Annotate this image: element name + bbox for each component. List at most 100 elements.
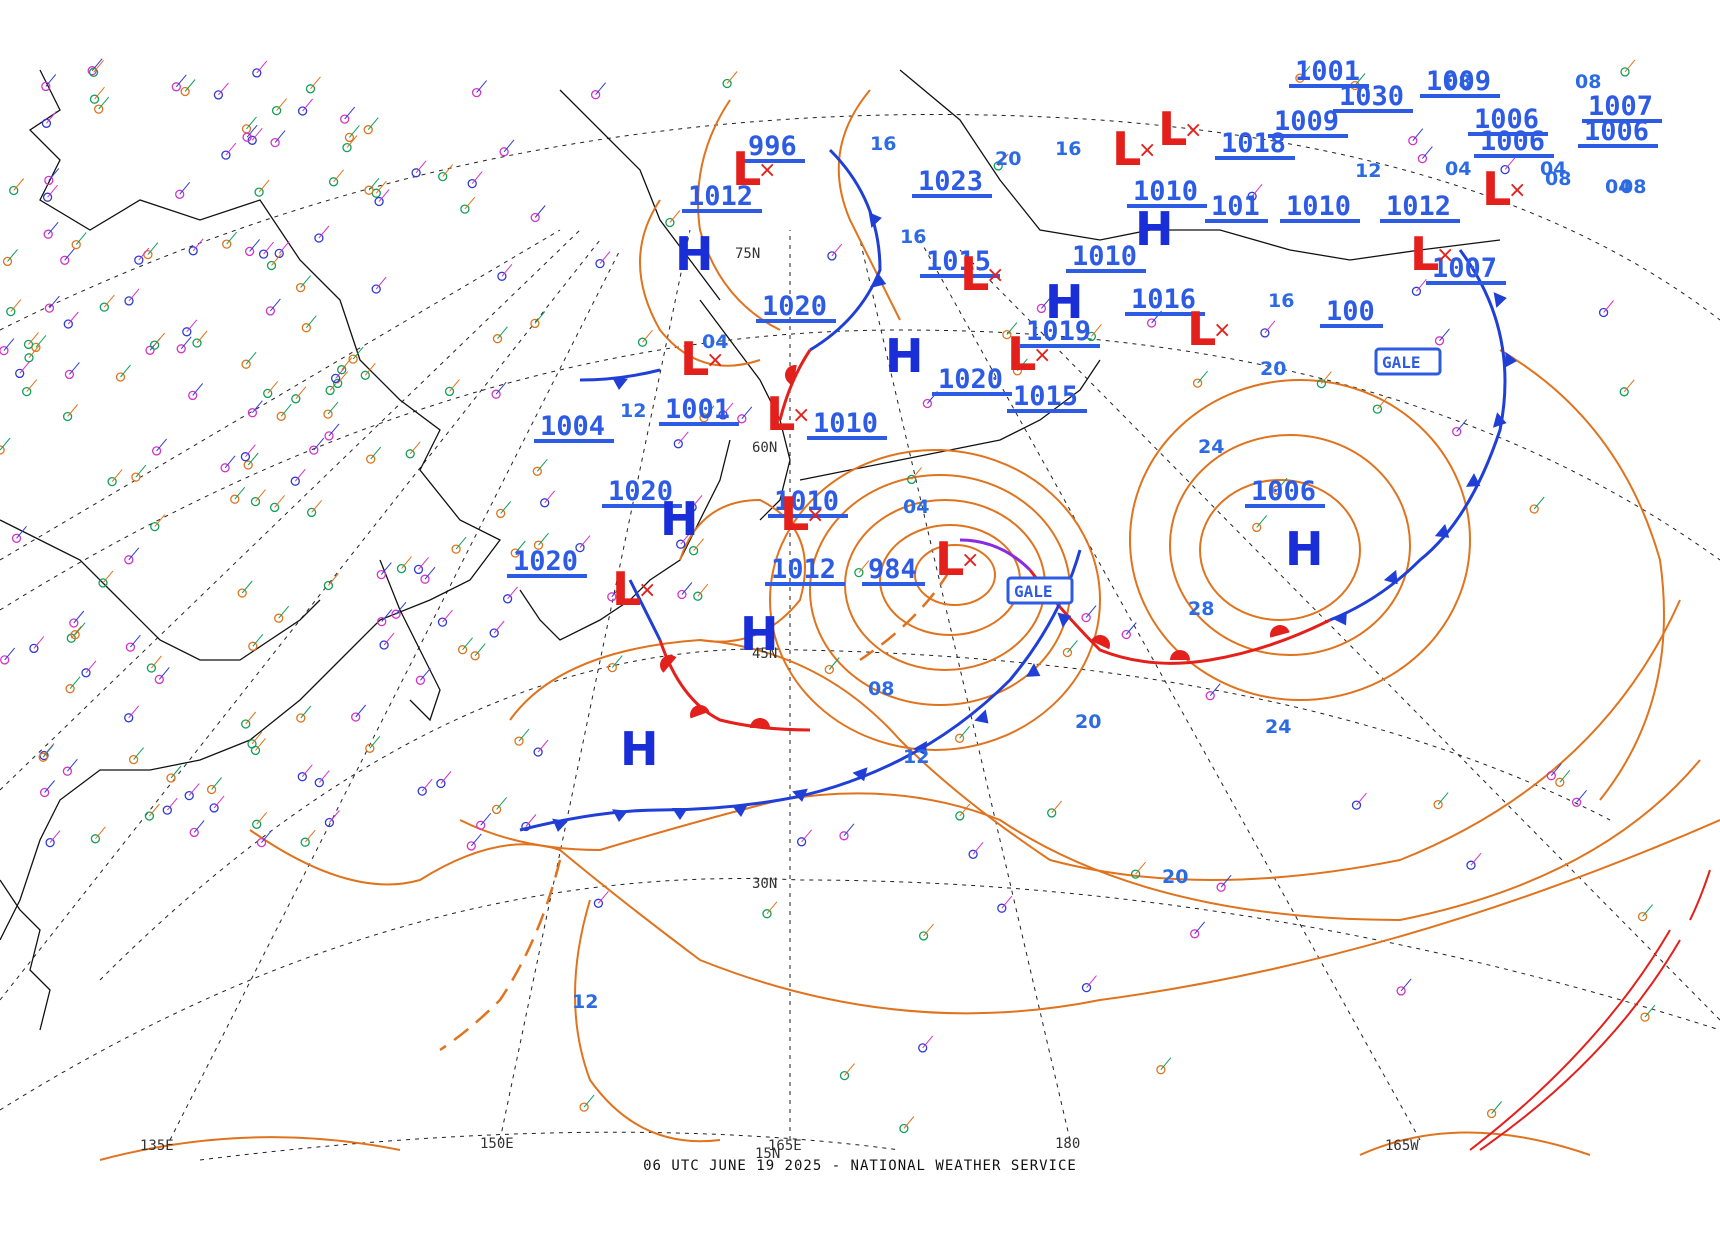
gale-warnings: GALE GALE: [1006, 347, 1442, 605]
wind-barb-icon: [46, 110, 57, 124]
station-marker-icon: [540, 498, 550, 508]
wind-barb-icon: [681, 582, 693, 595]
chart-caption: 06 UTC JUNE 19 2025 - NATIONAL WEATHER S…: [643, 1158, 1077, 1174]
low-center-marker-icon: ×: [986, 263, 1004, 288]
wind-barb-icon: [67, 311, 79, 325]
low-center-marker-icon: ×: [638, 578, 656, 603]
high-pressure-center: H: [675, 227, 714, 281]
station-marker-icon: [677, 589, 687, 600]
latitude-line-15n: [199, 1131, 901, 1161]
station-marker-icon: [144, 811, 155, 821]
station-marker-icon: [762, 909, 772, 919]
isobar-large-ring-4: [574, 899, 721, 1143]
wind-barb-icon: [1377, 396, 1388, 410]
wind-barb-icon: [726, 71, 738, 84]
wind-barb-icon: [911, 467, 922, 480]
pressure-value-text: 1010: [1286, 191, 1351, 222]
station-marker-icon: [125, 642, 136, 652]
station-marker-icon: [391, 609, 401, 619]
wind-barb-icon: [304, 829, 316, 843]
cold-front-triangle-icon: [792, 788, 808, 802]
wind-barb-icon: [42, 744, 54, 758]
isobar-label: 12: [572, 991, 598, 1013]
isobar-label: 20: [1162, 866, 1188, 888]
wind-barb-icon: [224, 455, 236, 469]
isobar-label: 04: [1605, 176, 1631, 198]
pressure-value-label: 1009: [1268, 106, 1348, 138]
cold-front-triangle-icon: [1434, 523, 1450, 538]
low-pressure-center: L: [680, 332, 709, 386]
cold-front-japan: [628, 579, 662, 641]
station-marker-icon: [240, 452, 251, 462]
station-marker-icon: [839, 831, 849, 841]
pressure-value-label: 1006: [1468, 104, 1548, 136]
grid-labels: 75N 60N 45N 30N 15N 135E 150E 165E 180 1…: [140, 246, 1419, 1162]
station-marker-icon: [417, 786, 427, 796]
low-center-marker-icon: ×: [1033, 343, 1051, 368]
station-marker-icon: [290, 476, 300, 486]
wind-barb-icon: [1456, 419, 1468, 432]
wind-barb-icon: [534, 311, 546, 324]
station-marker-icon: [1408, 136, 1418, 146]
wind-barb-icon: [192, 238, 204, 252]
pressure-value-label: 1023: [912, 166, 992, 198]
wind-barb-icon: [455, 536, 467, 550]
station-marker-icon: [502, 594, 513, 604]
station-marker-icon: [297, 772, 307, 782]
station-marker-icon: [1452, 426, 1462, 437]
station-marker-icon: [1205, 691, 1215, 701]
station-marker-icon: [1062, 647, 1073, 658]
cold-front-triangle-icon: [1333, 611, 1347, 626]
wind-barb-icon: [111, 469, 123, 482]
wind-barb-icon: [249, 239, 260, 252]
wind-barb-icon: [184, 79, 196, 92]
pressure-value-label: 1007: [1582, 91, 1662, 123]
isobar-label: 16: [870, 133, 896, 155]
station-marker-icon: [63, 319, 73, 329]
svg-text:GALE: GALE: [1382, 353, 1421, 372]
pressure-value-label: 1004: [534, 411, 614, 443]
warm-front-semicircle-icon: [1270, 625, 1290, 638]
pressure-value-text: 1010: [1072, 241, 1137, 272]
station-marker-icon: [300, 837, 310, 847]
low-pressure-center: L: [612, 562, 641, 616]
gale-warning-box: GALE: [1374, 347, 1442, 376]
wind-barb-icon: [128, 547, 140, 561]
pressure-value-label: 1019: [1020, 316, 1100, 348]
wind-barb-icon: [1533, 496, 1545, 510]
station-marker-icon: [436, 778, 446, 789]
station-marker-icon: [244, 246, 255, 257]
pressure-value-label: 1006: [1578, 116, 1658, 148]
lon-label-165e: 165E: [768, 1138, 802, 1154]
wind-barb-icon: [276, 98, 287, 111]
cold-front-triangle-icon: [1492, 412, 1507, 428]
wind-barb-icon: [1504, 157, 1516, 170]
wind-barb-icon: [1209, 683, 1221, 697]
wind-barb-icon: [474, 643, 486, 657]
wind-barb-icon: [49, 295, 60, 309]
occluded-front-main: [959, 538, 1032, 572]
station-marker-icon: [41, 81, 51, 92]
lon-label-165w: 165W: [1385, 1138, 1419, 1154]
latitude-line-75n: [0, 114, 1720, 331]
wind-barb-icon: [352, 346, 364, 360]
longitude-line-180: [859, 239, 1071, 1141]
low-center-marker-icon: ×: [1508, 178, 1526, 203]
wind-barb-icon: [440, 771, 452, 784]
station-marker-icon: [451, 544, 461, 554]
wind-barb-icon: [318, 770, 330, 783]
wind-barb-icon: [28, 345, 40, 359]
isobar-label: 20: [1260, 358, 1286, 380]
wind-barb-icon: [318, 225, 330, 239]
station-marker-icon: [270, 137, 280, 148]
wind-barb-icon: [1194, 921, 1206, 935]
wind-barb-icon: [226, 231, 238, 245]
station-marker-icon: [918, 1043, 928, 1053]
station-marker-icon: [151, 446, 162, 456]
station-marker-icon: [1260, 328, 1270, 338]
wind-barb-icon: [329, 378, 341, 391]
station-marker-icon: [1295, 73, 1305, 83]
wind-barb-icon: [470, 833, 482, 847]
lon-label-150e: 150E: [480, 1136, 514, 1152]
